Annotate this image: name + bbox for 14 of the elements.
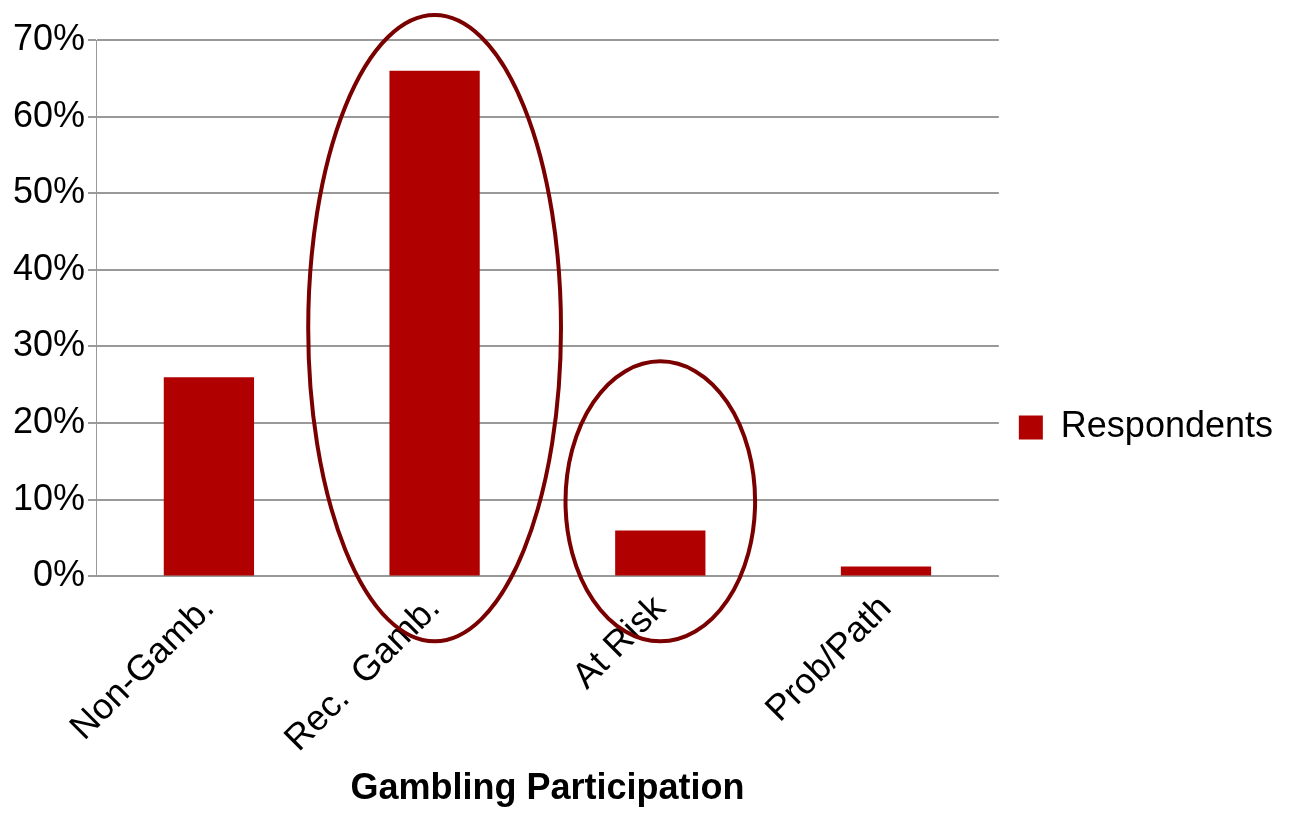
y-tick-label: 0% bbox=[33, 553, 86, 595]
y-tick-label: 20% bbox=[12, 400, 86, 442]
y-tick-label: 70% bbox=[12, 16, 86, 58]
legend-label: Respondents bbox=[1060, 404, 1274, 446]
bar bbox=[615, 530, 706, 576]
x-tick-label: At Risk bbox=[563, 585, 674, 696]
bar bbox=[163, 377, 255, 576]
y-tick-label: 40% bbox=[12, 246, 86, 288]
y-tick-label: 10% bbox=[12, 476, 86, 518]
x-axis-title: Gambling Participation bbox=[350, 766, 745, 808]
y-tick-label: 60% bbox=[12, 93, 86, 135]
y-tick-label: 30% bbox=[12, 323, 86, 365]
bar bbox=[840, 566, 932, 576]
y-tick-label: 50% bbox=[12, 170, 86, 212]
